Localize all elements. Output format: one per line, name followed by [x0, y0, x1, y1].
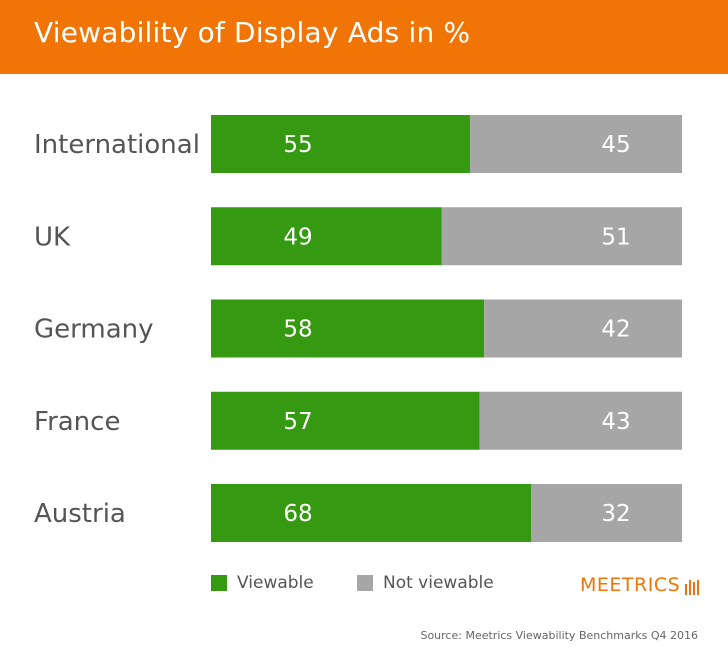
legend-label-not-viewable: Not viewable: [383, 573, 494, 593]
legend-swatch-not-viewable: [357, 575, 373, 591]
bar-value-label: 43: [601, 409, 630, 435]
bar-viewable: [211, 391, 480, 450]
bar-not-viewable: [531, 484, 682, 542]
legend-swatch-viewable: [211, 575, 227, 591]
bar-not-viewable: [441, 207, 682, 266]
bar-value-label: 32: [601, 501, 630, 527]
bar-not-viewable: [470, 115, 682, 173]
chart-title: Viewability of Display Ads in %: [34, 16, 471, 49]
bar-value-label: 42: [601, 317, 630, 343]
bar-value-label: 51: [601, 224, 630, 250]
category-label: Austria: [34, 499, 126, 529]
category-label: International: [34, 130, 200, 160]
bar-not-viewable: [484, 299, 682, 358]
logo-wordmark: MEETRICS: [580, 574, 681, 596]
bar-value-label: 68: [283, 501, 312, 527]
source-note: Source: Meetrics Viewability Benchmarks …: [420, 629, 698, 642]
bar-value-label: 58: [283, 317, 312, 343]
bar-value-label: 49: [283, 224, 312, 250]
bar-viewable: [211, 207, 442, 266]
bar-not-viewable: [479, 391, 682, 450]
meetrics-logo: MEETRICS: [580, 573, 700, 596]
bar-viewable: [211, 115, 471, 173]
category-label: Germany: [34, 315, 154, 345]
bar-value-label: 55: [283, 132, 312, 158]
bar-value-label: 57: [283, 409, 312, 435]
logo-bars-icon: [683, 579, 700, 595]
bar-viewable: [211, 299, 485, 358]
category-label: France: [34, 407, 120, 437]
category-label: UK: [34, 222, 71, 252]
bar-viewable: [211, 484, 532, 542]
legend-label-viewable: Viewable: [237, 573, 314, 593]
stacked-bar-chart: International 55 45 UK 49 51 Germany 58 42 France…: [34, 115, 682, 542]
title-banner: Viewability of Display Ads in %: [0, 0, 728, 74]
bar-value-label: 45: [601, 132, 630, 158]
